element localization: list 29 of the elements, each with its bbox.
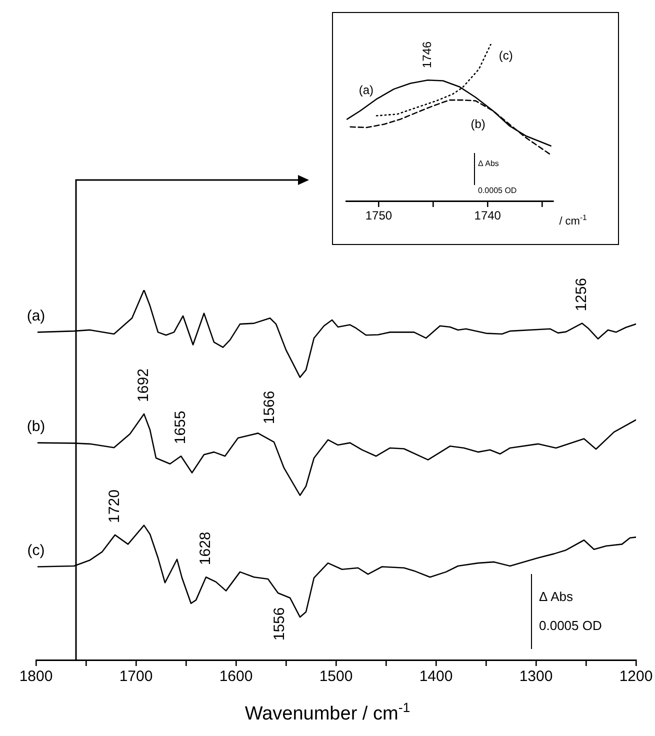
series-label: (b) <box>26 418 46 435</box>
annotation: 0.0005 OD <box>539 618 602 633</box>
annotation: 1720 <box>106 490 124 523</box>
annotation: Δ Abs <box>478 159 499 168</box>
annotation: 1566 <box>261 390 278 424</box>
annotation: 1256 <box>573 278 590 312</box>
x-tick-label: 1800 <box>19 668 53 686</box>
x-tick-label: 1700 <box>119 668 153 686</box>
annotation: 1655 <box>172 410 190 444</box>
series-label: (c) <box>498 48 513 62</box>
x-tick-label: 1740 <box>474 208 502 223</box>
series-label: (c) <box>27 542 45 559</box>
x-tick-label: 1600 <box>219 668 253 686</box>
annotation: 1628 <box>197 532 214 566</box>
annotation: Δ Abs <box>539 589 573 604</box>
x-tick-label: 1750 <box>365 208 392 223</box>
series-label: (b) <box>470 117 486 132</box>
x-tick-label: 1200 <box>619 668 653 686</box>
series-label: (a) <box>358 83 374 98</box>
annotation: 1556 <box>271 607 288 641</box>
annotation: 1746 <box>420 41 434 68</box>
series-label: (a) <box>26 307 46 324</box>
x-tick-label: 1400 <box>419 668 453 686</box>
annotation: 1692 <box>135 368 152 402</box>
annotation: 0.0005 OD <box>478 186 517 195</box>
x-tick-label: 1300 <box>519 668 553 686</box>
x-tick-label: 1500 <box>319 668 353 686</box>
x-axis-title: / cm$^{-1}$ <box>558 213 588 228</box>
x-axis-title: Wavenumber / cm$^{-1}$ <box>244 700 412 726</box>
